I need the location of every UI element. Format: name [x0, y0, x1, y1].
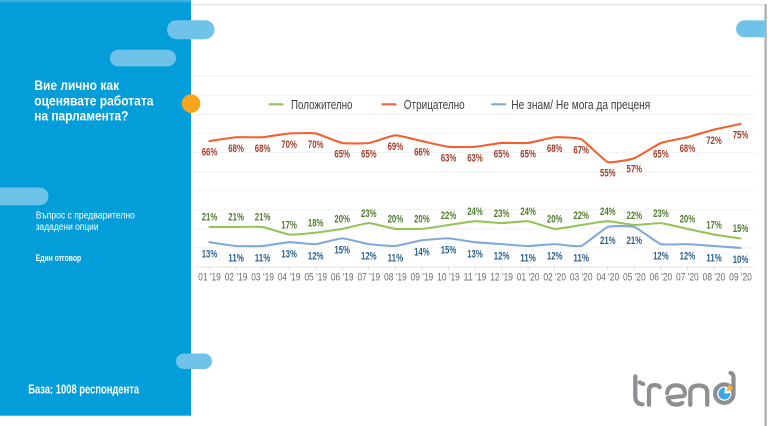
svg-text:72%: 72% [706, 135, 722, 147]
svg-text:12 '19: 12 '19 [490, 271, 513, 283]
svg-text:24%: 24% [520, 206, 536, 218]
svg-text:05 '19: 05 '19 [304, 271, 327, 283]
svg-text:24%: 24% [600, 206, 616, 218]
svg-text:12%: 12% [494, 250, 510, 262]
svg-text:63%: 63% [441, 152, 457, 164]
svg-text:01 '20: 01 '20 [517, 271, 540, 283]
svg-text:13%: 13% [202, 249, 218, 261]
svg-text:11%: 11% [520, 252, 536, 264]
svg-text:12%: 12% [680, 250, 696, 262]
svg-text:13%: 13% [467, 249, 483, 261]
svg-text:67%: 67% [573, 145, 589, 157]
svg-text:20%: 20% [334, 214, 350, 226]
svg-text:14%: 14% [414, 247, 430, 259]
svg-text:05 '20: 05 '20 [623, 271, 646, 283]
svg-text:11%: 11% [388, 252, 404, 264]
svg-text:12%: 12% [653, 250, 669, 262]
svg-text:21%: 21% [627, 235, 643, 247]
svg-text:02 '20: 02 '20 [543, 271, 566, 283]
svg-text:69%: 69% [388, 141, 404, 153]
svg-text:11 '19: 11 '19 [464, 271, 487, 283]
svg-text:22%: 22% [627, 210, 643, 222]
svg-text:07 '20: 07 '20 [676, 271, 699, 283]
svg-text:04 '20: 04 '20 [596, 271, 619, 283]
svg-text:15%: 15% [441, 245, 457, 257]
svg-text:20%: 20% [680, 214, 696, 226]
svg-text:Не знам/ Не мога да преценя: Не знам/ Не мога да преценя [511, 97, 650, 112]
svg-text:57%: 57% [627, 164, 643, 176]
svg-text:65%: 65% [653, 149, 669, 161]
svg-text:65%: 65% [494, 149, 510, 161]
svg-text:18%: 18% [308, 218, 324, 230]
svg-text:75%: 75% [733, 129, 749, 141]
svg-text:на парламента?: на парламента? [34, 108, 128, 124]
svg-text:06 '19: 06 '19 [331, 271, 354, 283]
svg-text:09 '20: 09 '20 [729, 271, 752, 283]
svg-text:23%: 23% [494, 208, 510, 220]
svg-text:21%: 21% [600, 235, 616, 247]
svg-text:68%: 68% [547, 143, 563, 155]
svg-text:20%: 20% [414, 214, 430, 226]
svg-text:01 '19: 01 '19 [198, 271, 221, 283]
svg-text:20%: 20% [547, 214, 563, 226]
svg-text:23%: 23% [361, 208, 377, 220]
svg-text:11%: 11% [228, 252, 244, 264]
svg-text:13%: 13% [281, 249, 297, 261]
svg-text:11%: 11% [573, 252, 589, 264]
svg-text:65%: 65% [334, 149, 350, 161]
svg-text:12%: 12% [547, 250, 563, 262]
svg-text:10%: 10% [733, 254, 749, 266]
svg-text:12%: 12% [308, 250, 324, 262]
svg-text:20%: 20% [388, 214, 404, 226]
svg-text:Положително: Положително [291, 97, 353, 112]
svg-text:17%: 17% [281, 219, 297, 231]
svg-text:Вие лично как: Вие лично как [34, 77, 120, 93]
svg-text:зададени опции: зададени опции [36, 222, 99, 233]
svg-text:21%: 21% [255, 212, 271, 224]
svg-text:02 '19: 02 '19 [225, 271, 248, 283]
svg-text:11%: 11% [255, 252, 271, 264]
svg-text:65%: 65% [520, 149, 536, 161]
svg-text:70%: 70% [281, 139, 297, 151]
svg-text:22%: 22% [573, 210, 589, 222]
svg-text:21%: 21% [228, 212, 244, 224]
svg-text:23%: 23% [653, 208, 669, 220]
svg-text:оценявате работата: оценявате работата [34, 92, 153, 108]
svg-text:08 '20: 08 '20 [703, 271, 726, 283]
svg-text:15%: 15% [733, 223, 749, 235]
svg-text:12%: 12% [361, 250, 377, 262]
svg-text:03 '20: 03 '20 [570, 271, 593, 283]
svg-text:68%: 68% [680, 143, 696, 155]
svg-text:17%: 17% [706, 219, 722, 231]
svg-text:70%: 70% [308, 139, 324, 151]
svg-text:66%: 66% [202, 147, 218, 159]
svg-text:22%: 22% [441, 210, 457, 222]
svg-text:15%: 15% [334, 245, 350, 257]
svg-text:База: 1008 респондента: База: 1008 респондента [28, 383, 140, 397]
svg-text:09 '19: 09 '19 [411, 271, 434, 283]
svg-text:24%: 24% [467, 206, 483, 218]
svg-text:65%: 65% [361, 149, 377, 161]
svg-text:Един отговор: Един отговор [36, 253, 82, 264]
svg-text:21%: 21% [202, 212, 218, 224]
svg-text:07 '19: 07 '19 [357, 271, 380, 283]
svg-text:10 '19: 10 '19 [437, 271, 460, 283]
svg-text:68%: 68% [255, 143, 271, 155]
svg-text:55%: 55% [600, 168, 616, 180]
svg-text:11%: 11% [706, 252, 722, 264]
svg-text:66%: 66% [414, 147, 430, 159]
svg-text:63%: 63% [467, 152, 483, 164]
svg-text:06 '20: 06 '20 [650, 271, 673, 283]
svg-text:68%: 68% [228, 143, 244, 155]
svg-text:08 '19: 08 '19 [384, 271, 407, 283]
svg-text:04 '19: 04 '19 [278, 271, 301, 283]
svg-text:Отрицателно: Отрицателно [404, 97, 465, 112]
svg-text:Въпрос с предварително: Въпрос с предварително [36, 211, 136, 222]
svg-text:03 '19: 03 '19 [251, 271, 274, 283]
